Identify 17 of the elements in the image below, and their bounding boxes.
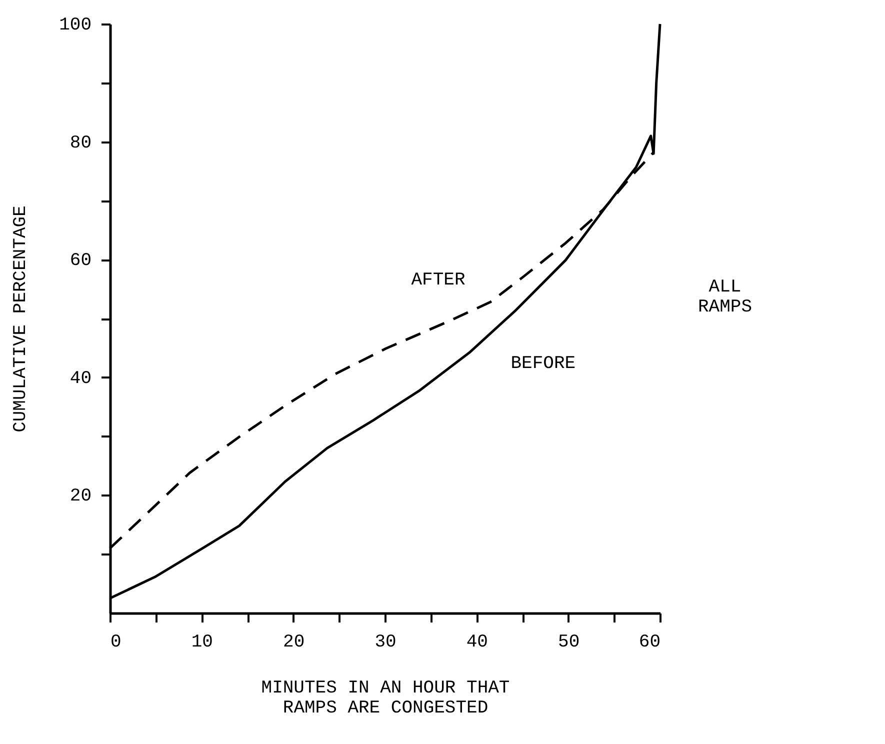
y-tick-label: 40 <box>70 368 92 389</box>
x-tick-label: 0 <box>110 632 122 652</box>
text: ALL RAMPS <box>698 277 752 318</box>
x-tick-label: 50 <box>558 632 580 652</box>
series-label: AFTER <box>411 270 466 290</box>
x-tick-label: 20 <box>283 632 305 652</box>
x-tick-label: 40 <box>466 632 488 652</box>
y-tick-label: 80 <box>70 133 92 154</box>
x-tick-label: 60 <box>638 632 660 652</box>
y-axis-title: CUMULATIVE PERCENTAGE <box>11 206 32 432</box>
x-tick-label: 30 <box>374 632 396 652</box>
y-tick-label: 20 <box>70 486 92 507</box>
y-tick-label: 100 <box>59 16 92 36</box>
series-label: BEFORE <box>510 354 576 374</box>
y-tick-label: 60 <box>70 251 92 272</box>
x-axis-title: MINUTES IN AN HOUR THAT RAMPS ARE CONGESTED <box>261 678 510 718</box>
x-tick-label: 10 <box>191 632 213 652</box>
